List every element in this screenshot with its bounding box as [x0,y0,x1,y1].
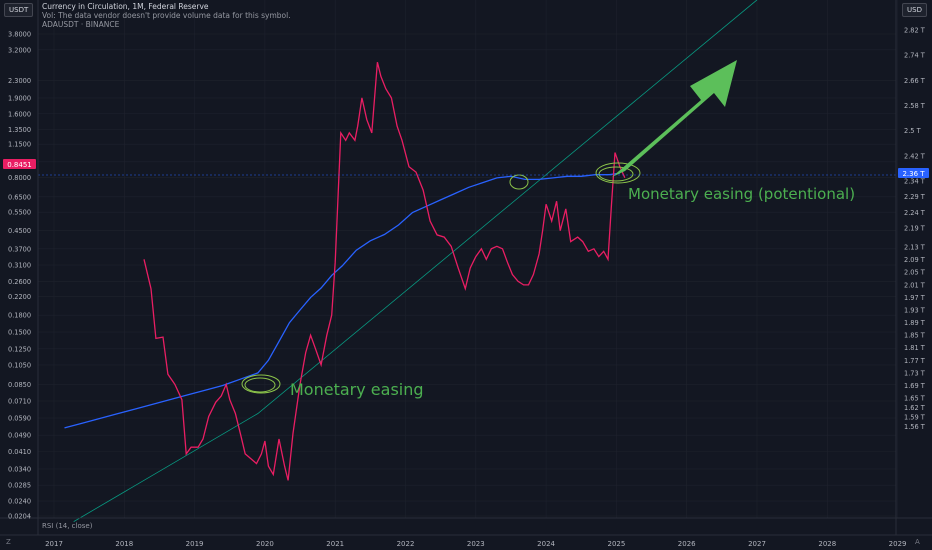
right-tick-label: 1.77 T [904,357,926,365]
time-axis-ticks: 2017 2018 2019 2020 2021 2022 2023 2024 2025 2026… [45,540,906,548]
left-axis-ticks: 3.8000 3.2000 2.3000 1.9000 1.6000 1.3500 1.15… [8,31,31,521]
left-tick-label: 0.1800 [8,312,31,320]
last-price-tag: 0.8451 [3,159,36,169]
right-tick-label: 2.74 T [904,52,926,60]
circle-2023 [509,174,529,190]
left-tick-label: 0.1500 [8,329,31,337]
left-tick-label: 0.0240 [8,498,31,506]
circle-2025 [595,162,641,184]
left-tick-label: 3.2000 [8,46,31,54]
left-tick-label: 0.0850 [8,381,31,389]
hand-drawn-circles [241,162,641,394]
left-tick-label: 0.0204 [8,513,31,521]
time-tick-label: 2021 [326,540,344,548]
time-tick-label: 2017 [45,540,63,548]
left-tick-label: 0.2600 [8,278,31,286]
right-tick-label: 1.93 T [904,306,926,314]
left-currency-button[interactable]: USDT [4,3,34,17]
last-price-label: 0.8451 [7,161,32,169]
annotation-monetary-easing: Monetary easing [290,380,424,399]
right-tick-label: 2.01 T [904,281,926,289]
left-tick-label: 0.0285 [8,482,31,490]
time-tick-label: 2028 [818,540,836,548]
time-tick-label: 2026 [678,540,696,548]
time-tick-label: 2018 [115,540,133,548]
left-tick-label: 0.3100 [8,262,31,270]
left-tick-label: 0.1050 [8,361,31,369]
left-tick-label: 1.1500 [8,141,31,149]
right-tick-label: 1.56 T [904,423,926,431]
right-tick-label: 1.69 T [904,382,926,390]
time-tick-label: 2024 [537,540,555,548]
left-tick-label: 1.9000 [8,94,31,102]
left-tick-label: 0.8000 [8,174,31,182]
time-tick-label: 2027 [748,540,766,548]
annotation-monetary-easing-potential: Monetary easing (potentional) [628,185,856,203]
left-tick-label: 2.3000 [8,77,31,85]
left-tick-label: 0.3700 [8,245,31,253]
left-tick-label: 0.4500 [8,227,31,235]
right-tick-label: 1.89 T [904,319,926,327]
right-tick-label: 1.62 T [904,404,926,412]
right-tick-label: 1.97 T [904,294,926,302]
left-tick-label: 1.3500 [8,126,31,134]
left-tick-label: 0.5500 [8,209,31,217]
right-tick-label: 2.13 T [904,244,926,252]
right-tick-label: 2.82 T [904,27,926,35]
upward-arrow [612,60,737,177]
right-tick-label: 1.81 T [904,344,926,352]
right-tick-label: 2.05 T [904,269,926,277]
time-tick-label: 2020 [256,540,274,548]
right-tick-label: 2.19 T [904,225,926,233]
auto-scale-corner-right[interactable]: A [915,538,920,546]
right-tick-label: 2.24 T [904,209,926,217]
right-tick-label: 1.85 T [904,332,926,340]
right-tick-label: 2.09 T [904,256,926,264]
left-tick-label: 3.8000 [8,31,31,39]
time-tick-label: 2019 [186,540,204,548]
right-tick-label: 2.34 T [904,178,926,186]
legend-symbol[interactable]: ADAUSDT · BINANCE [42,20,120,29]
right-tick-label: 2.66 T [904,77,926,85]
chart-legend: Currency in Circulation, 1M, Federal Res… [42,2,291,29]
right-tick-label: 1.73 T [904,369,926,377]
left-tick-label: 0.0590 [8,415,31,423]
right-tick-label: 2.42 T [904,152,926,160]
left-tick-label: 1.6000 [8,110,31,118]
legend-vol-note: Vol: The data vendor doesn't provide vol… [42,11,291,20]
right-tick-label: 1.59 T [904,413,926,421]
grid-lines [38,0,898,518]
right-axis-ticks: 2.82 T 2.74 T 2.66 T 2.58 T 2.5 T 2.42 T 2.34 … [904,27,926,431]
time-tick-label: 2022 [397,540,415,548]
last-value-tag: 2.36 T [898,168,929,178]
trend-line [73,0,758,522]
left-tick-label: 0.6500 [8,193,31,201]
right-tick-label: 2.29 T [904,193,926,201]
right-tick-label: 2.58 T [904,102,926,110]
time-tick-label: 2025 [607,540,625,548]
time-tick-label: 2029 [889,540,907,548]
currency-in-circulation-line [64,172,620,429]
circle-2020-inner [244,377,276,393]
timezone-corner-left[interactable]: Z [6,538,11,546]
circle-2020 [241,374,281,394]
ada-price-line [143,62,626,481]
circle-2025-inner [598,166,634,182]
left-tick-label: 0.1250 [8,345,31,353]
right-tick-label: 1.65 T [904,395,926,403]
legend-title: Currency in Circulation, 1M, Federal Res… [42,2,209,11]
left-tick-label: 0.0490 [8,432,31,440]
rsi-pane-label[interactable]: RSI (14, close) [42,522,93,530]
right-currency-button[interactable]: USD [902,3,927,17]
right-tick-label: 2.5 T [904,127,922,135]
last-value-label: 2.36 T [902,170,925,178]
left-tick-label: 0.0710 [8,398,31,406]
time-tick-label: 2023 [467,540,485,548]
left-tick-label: 0.2200 [8,293,31,301]
left-tick-label: 0.0340 [8,465,31,473]
left-tick-label: 0.0410 [8,448,31,456]
